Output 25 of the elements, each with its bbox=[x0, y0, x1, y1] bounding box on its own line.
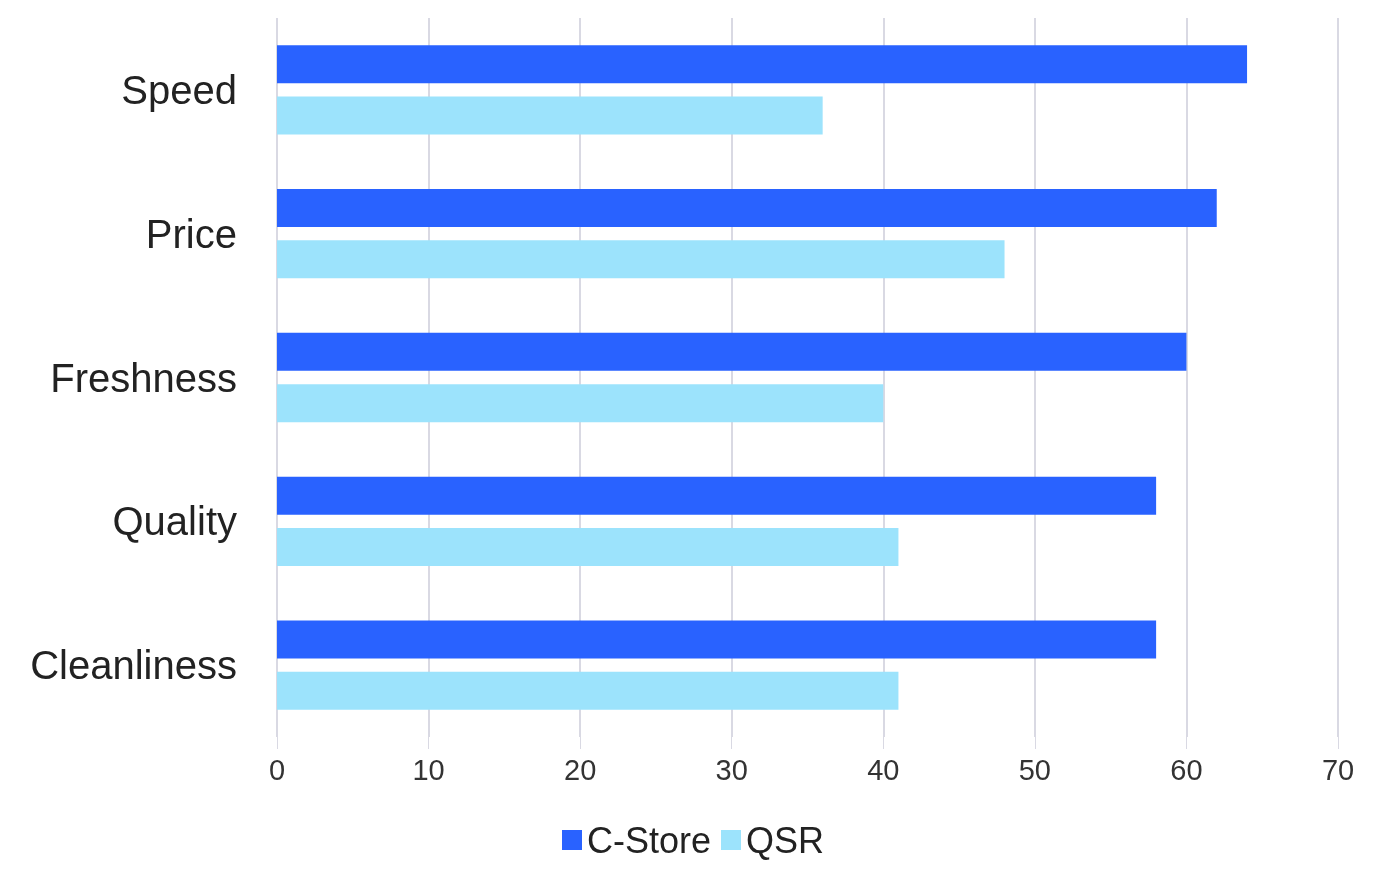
x-tick-label: 20 bbox=[564, 753, 597, 786]
x-tick-label: 60 bbox=[1170, 753, 1203, 786]
y-tick-label: Price bbox=[145, 211, 237, 256]
bar bbox=[277, 476, 1157, 515]
y-tick-label: Freshness bbox=[50, 355, 237, 400]
bar bbox=[277, 240, 1005, 279]
bar bbox=[277, 189, 1217, 228]
x-tick-label: 30 bbox=[715, 753, 748, 786]
y-tick-label: Quality bbox=[112, 499, 237, 544]
bar bbox=[277, 527, 899, 566]
y-tick-label: Speed bbox=[121, 67, 237, 112]
bar bbox=[277, 384, 884, 423]
legend-label: QSR bbox=[746, 819, 825, 861]
bar bbox=[277, 332, 1187, 371]
bar bbox=[277, 620, 1157, 659]
legend-label: C-Store bbox=[586, 819, 712, 861]
bar bbox=[277, 45, 1248, 84]
x-tick-label: 70 bbox=[1321, 753, 1355, 786]
y-tick-label: Cleanliness bbox=[30, 643, 237, 688]
x-tick-label: 10 bbox=[412, 753, 445, 786]
x-tick-label: 0 bbox=[268, 753, 286, 786]
x-tick-label: 50 bbox=[1018, 753, 1051, 786]
bar bbox=[277, 96, 823, 135]
x-tick-label: 40 bbox=[867, 753, 900, 786]
bar bbox=[277, 671, 899, 710]
